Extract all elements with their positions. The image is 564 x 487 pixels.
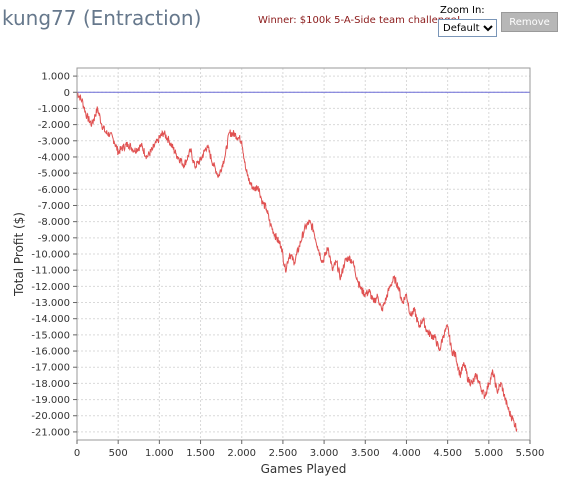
y-tick-label: -17.000 [31,363,70,374]
x-tick-label: 2.500 [269,448,298,459]
x-tick-label: 1.500 [186,448,215,459]
y-tick-label: 1.000 [41,72,70,83]
y-tick-label: -18.000 [31,379,70,390]
series-line-total-profit [76,92,518,432]
y-axis-label: Total Profit ($) [12,212,26,297]
y-tick-label: -6.000 [38,185,70,196]
grid-lines [76,68,531,440]
y-tick-label: -5.000 [38,169,70,180]
y-tick-label: -20.000 [31,411,70,422]
y-axis-ticks: 1.000 0 -1.000 -2.000 -3.000 -4.000 -5.000 -6.0… [31,72,77,438]
x-axis-label: Games Played [261,462,347,476]
y-tick-label: -11.000 [31,266,70,277]
remove-button[interactable]: Remove [501,12,558,32]
page-title: kung77 (Entraction) [2,6,202,30]
y-tick-label: -13.000 [31,298,70,309]
x-tick-label: 2.000 [227,448,256,459]
y-tick-label: 0 [64,88,70,99]
x-tick-label: 3.500 [351,448,380,459]
y-tick-label: -8.000 [38,217,70,228]
y-tick-label: -19.000 [31,395,70,406]
promo-banner-link[interactable]: Winner: $100k 5-A-Side team challenge! [258,15,461,26]
x-tick-label: 3.000 [310,448,339,459]
y-tick-label: -12.000 [31,282,70,293]
y-tick-label: -2.000 [38,120,70,131]
x-tick-label: 4.500 [433,448,462,459]
x-tick-label: 5.500 [516,448,545,459]
zoom-label: Zoom In: [440,5,485,16]
x-axis-ticks: 0 500 1.000 1.500 2.000 2.500 3.000 3.500 4.000 4… [74,440,545,459]
zoom-select[interactable]: Default [438,19,497,37]
y-tick-label: -14.000 [31,314,70,325]
y-tick-label: -21.000 [31,427,70,438]
y-tick-label: -15.000 [31,330,70,341]
y-tick-label: -9.000 [38,233,70,244]
y-tick-label: -4.000 [38,152,70,163]
y-tick-label: -10.000 [31,250,70,261]
x-tick-label: 500 [109,448,128,459]
y-tick-label: -7.000 [38,201,70,212]
x-tick-label: 1.000 [145,448,174,459]
y-tick-label: -16.000 [31,347,70,358]
y-tick-label: -3.000 [38,136,70,147]
x-tick-label: 0 [74,448,80,459]
x-tick-label: 4.000 [392,448,421,459]
y-tick-label: -1.000 [38,104,70,115]
x-tick-label: 5.000 [474,448,503,459]
